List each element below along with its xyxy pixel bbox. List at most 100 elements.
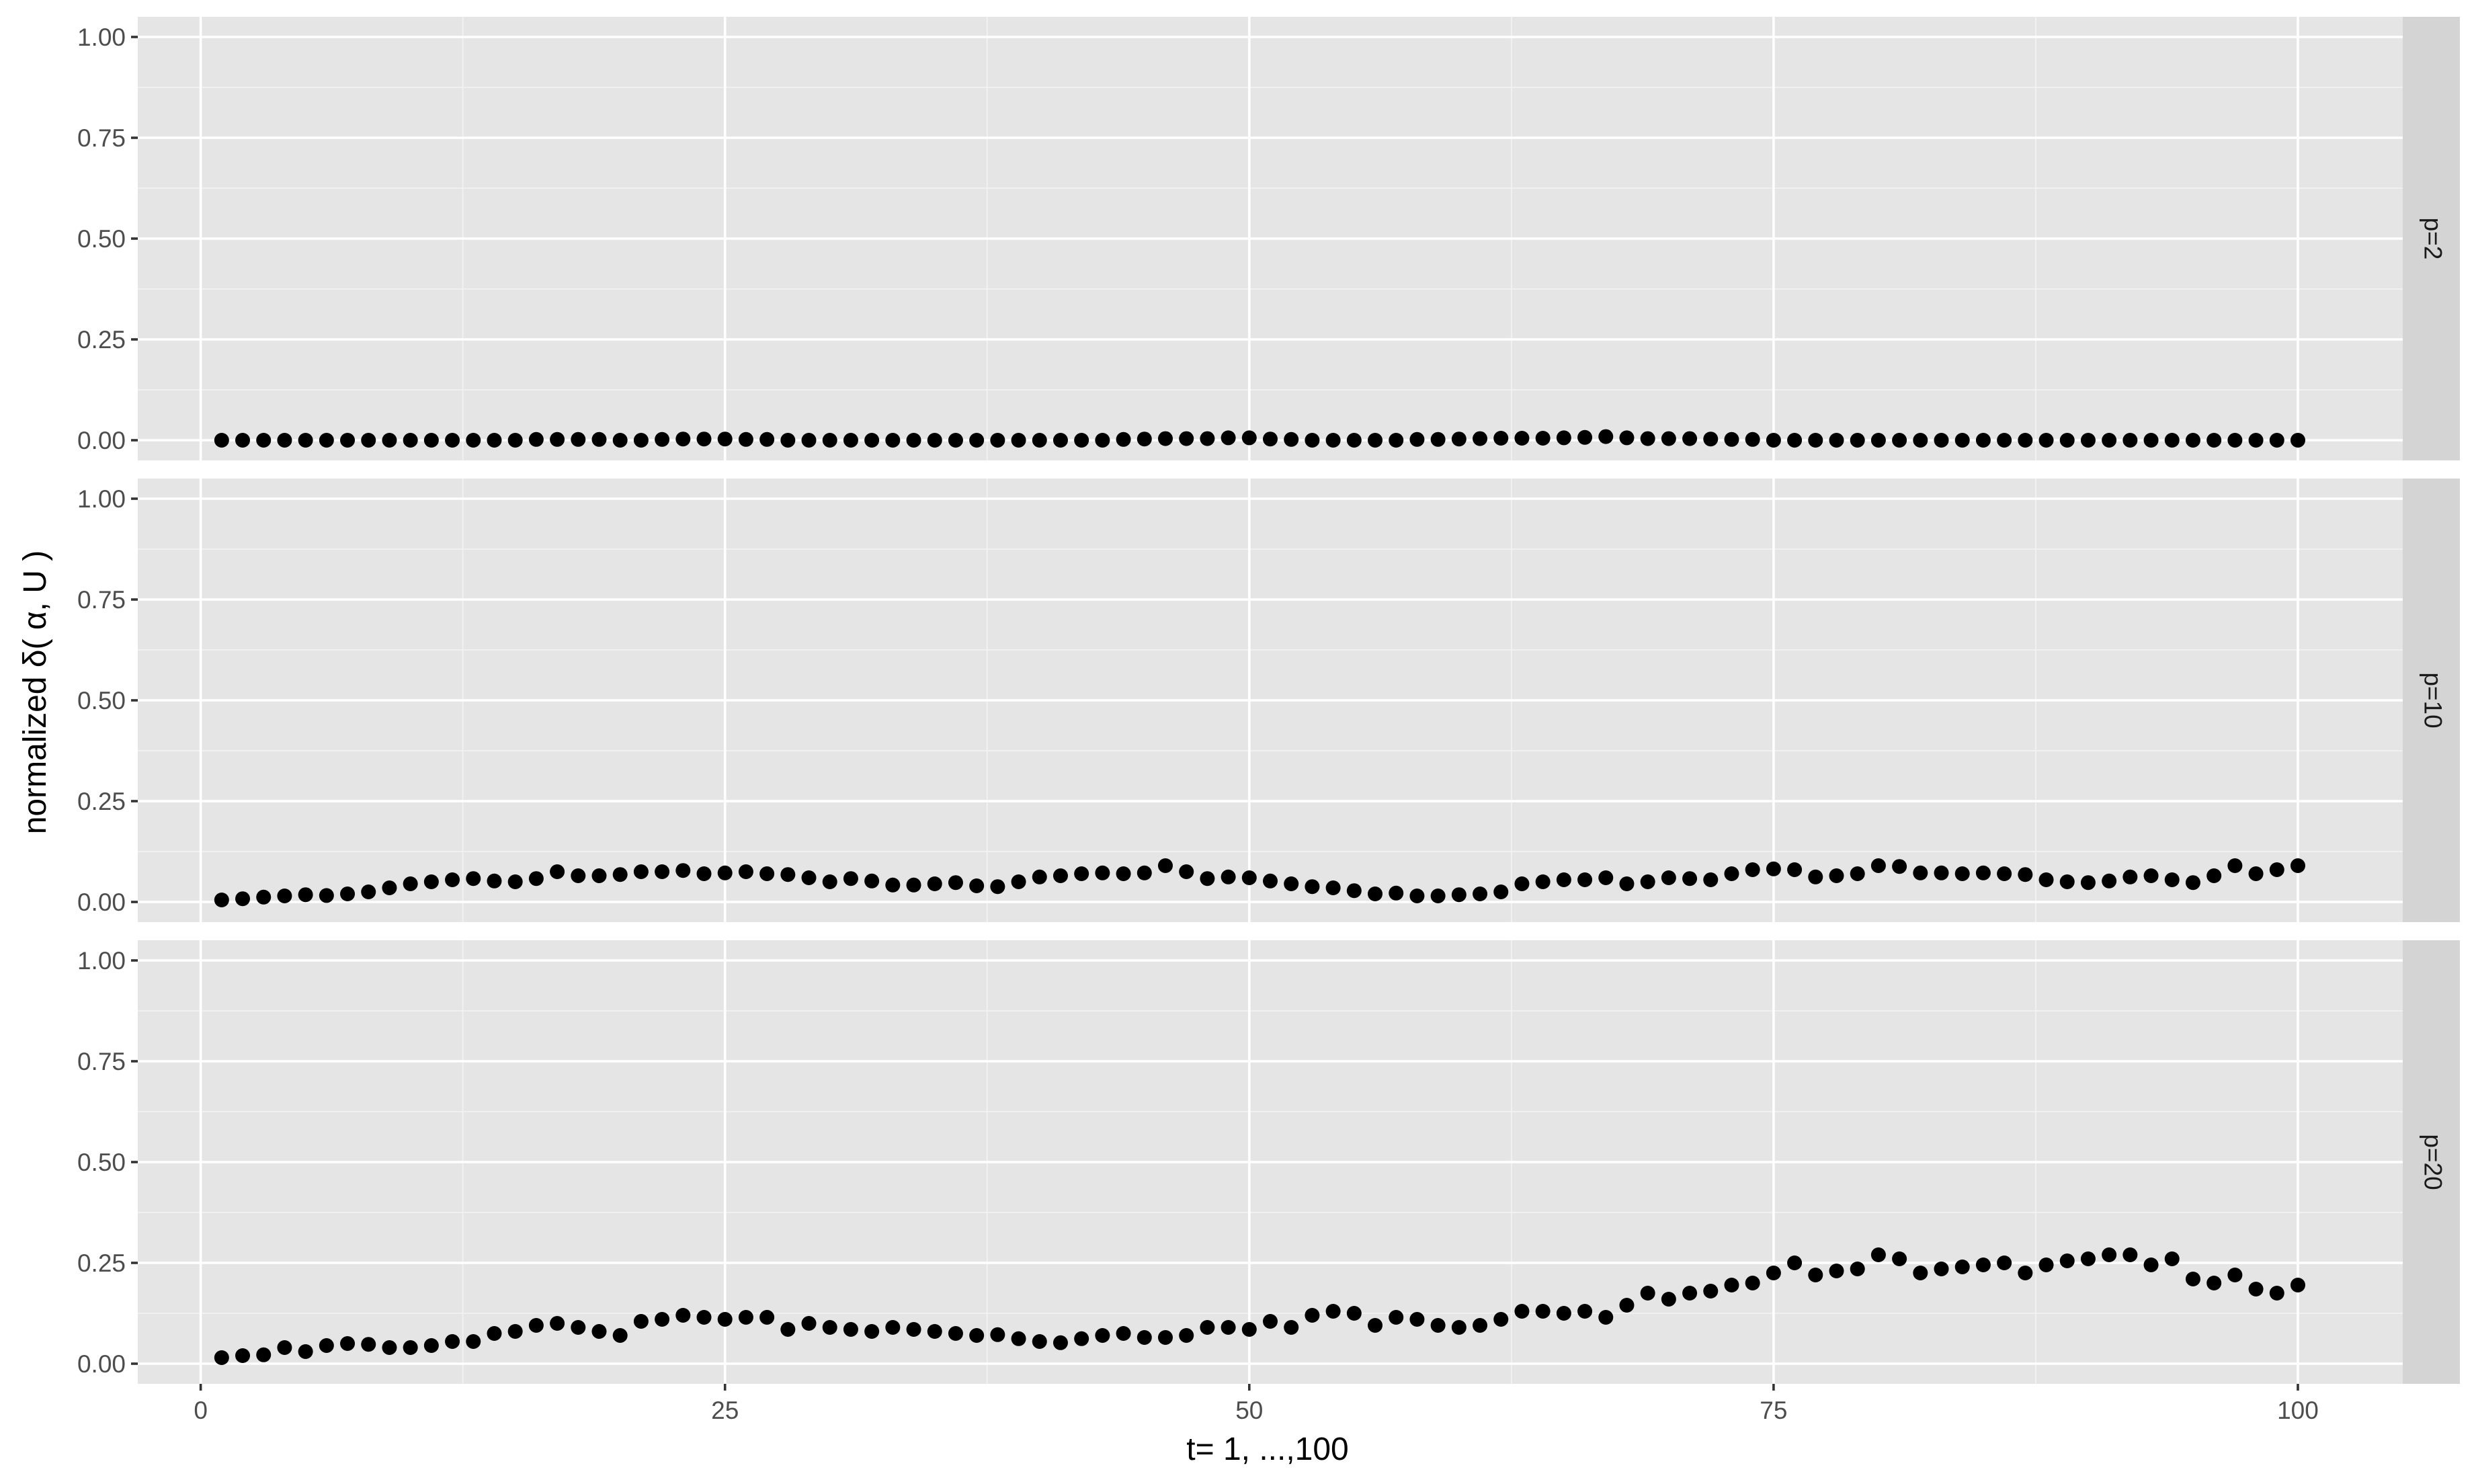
data-point [1116,431,1131,447]
data-point [1975,865,1991,880]
data-point [1954,866,1970,881]
data-point [2185,433,2200,448]
data-point [1535,431,1551,446]
data-point [2290,858,2305,873]
data-point [1451,431,1467,447]
data-point [717,431,733,447]
data-point [1661,431,1676,446]
data-point [214,893,229,907]
data-point [1011,433,1026,448]
data-point [1011,1331,1026,1346]
y-tick-label: 1.00 [77,24,126,51]
facet-strip [2403,940,2460,1384]
data-point [277,889,292,903]
data-point [1221,869,1236,884]
data-point [1284,1320,1299,1335]
data-point [214,433,229,448]
data-point [780,867,796,882]
data-point [466,433,481,448]
data-point [466,871,481,887]
data-point [696,866,712,881]
data-point [759,1310,775,1325]
data-point [256,889,272,905]
data-point [1661,1292,1676,1307]
data-point [319,433,334,448]
data-point [1305,879,1320,895]
panels-layer: 0.00 0.25 0.50 0.75 1.00 p=2 0.00 0.25 0.50 0.75 1… [77,17,2460,1424]
data-point [2018,867,2033,882]
data-point [340,887,356,901]
data-point [1305,1308,1320,1323]
data-point [571,868,586,883]
data-point [1409,1312,1425,1327]
data-point [1850,866,1865,881]
data-point [675,863,691,878]
data-point [906,877,921,893]
data-point [445,433,460,448]
data-point [487,433,502,448]
data-point [1850,1262,1865,1276]
data-point [1745,431,1760,447]
data-point [1892,1251,1907,1266]
data-point [1577,872,1593,887]
data-point [382,880,397,895]
data-point [403,876,418,891]
data-point [1430,1318,1446,1333]
data-point [528,431,544,447]
data-point [1556,430,1571,446]
data-point [1619,876,1635,891]
data-point [1535,1304,1551,1319]
data-point [1787,1255,1803,1270]
y-axis-title: normalized δ( α, U ) [17,550,53,835]
x-tick-label: 100 [2277,1397,2319,1424]
data-point [1473,1318,1488,1333]
data-point [507,433,523,448]
x-tick-label: 25 [711,1397,739,1424]
data-point [2269,862,2284,877]
data-point [1451,1320,1467,1335]
data-point [571,431,586,447]
data-point [235,891,251,907]
data-point [843,433,858,448]
data-point [277,1340,292,1355]
data-point [717,1312,733,1327]
data-point [801,870,817,885]
data-point [2038,433,2054,448]
data-point [1913,865,1928,880]
data-point [1346,883,1362,899]
data-point [2102,433,2117,448]
data-point [1032,433,1047,448]
data-point [319,1338,334,1353]
data-point [843,1322,858,1337]
data-point [1724,1278,1739,1292]
data-point [1787,433,1803,448]
data-point [1514,431,1530,446]
data-point [822,1320,837,1335]
data-point [1011,874,1026,889]
data-point [1682,871,1698,887]
data-point [1032,1334,1047,1349]
data-point [528,871,544,887]
data-point [864,873,880,889]
data-point [1430,431,1446,447]
y-tick-label: 0.25 [77,1249,126,1277]
data-point [1766,861,1781,876]
data-point [2248,866,2264,881]
data-point [1157,431,1173,446]
data-point [696,431,712,447]
data-point [717,865,733,880]
data-point [2185,1272,2200,1286]
data-point [927,876,942,891]
y-tick-label: 0.25 [77,326,126,354]
y-tick-label: 0.75 [77,124,126,152]
data-point [906,433,921,448]
data-point [423,433,439,448]
data-point [633,864,649,879]
data-point [1682,1286,1698,1301]
data-point [1284,431,1299,447]
data-point [361,433,376,448]
data-point [1724,431,1739,447]
data-point [1556,1306,1571,1321]
data-point [969,1328,985,1343]
y-tick-label: 0.50 [77,225,126,253]
